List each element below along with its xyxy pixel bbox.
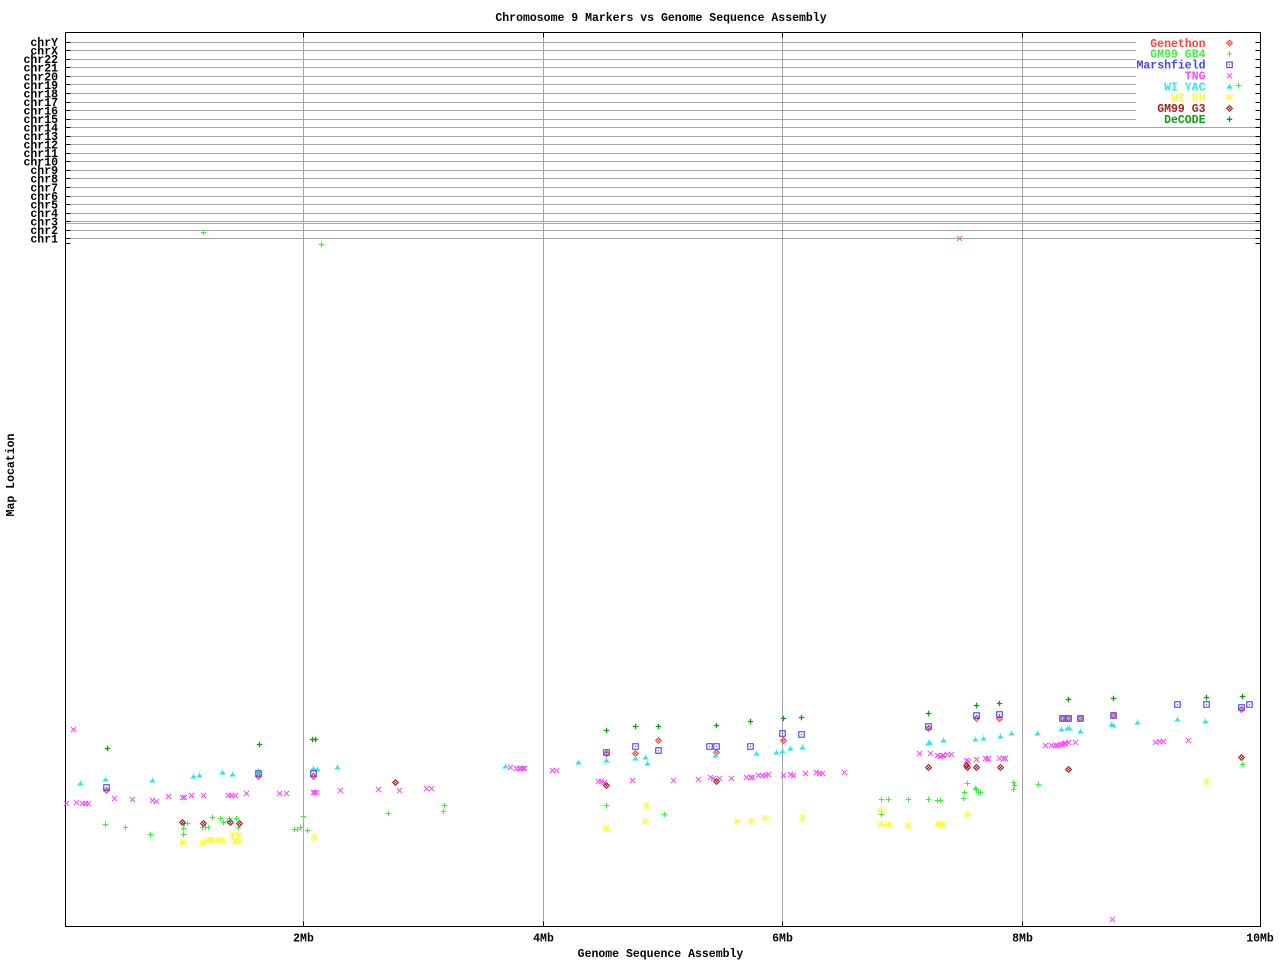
svg-text:6Mb: 6Mb (772, 933, 793, 946)
svg-text:chr12: chr12 (23, 140, 58, 153)
svg-text:Genethon: Genethon (1150, 38, 1205, 51)
svg-text:Map Location: Map Location (5, 434, 18, 517)
svg-text:chr14: chr14 (23, 123, 58, 136)
svg-text:chr13: chr13 (23, 131, 58, 144)
svg-text:chr2: chr2 (30, 225, 58, 238)
svg-text:chr4: chr4 (30, 208, 58, 221)
svg-text:Chromosome 9 Markers vs Genome: Chromosome 9 Markers vs Genome Sequence … (495, 12, 826, 25)
svg-text:Genome Sequence Assembly: Genome Sequence Assembly (578, 948, 744, 960)
svg-text:chr10: chr10 (23, 157, 58, 170)
svg-text:chr16: chr16 (23, 105, 58, 118)
svg-text:chr8: chr8 (30, 174, 58, 187)
svg-text:chr22: chr22 (23, 54, 58, 67)
svg-text:chr11: chr11 (23, 148, 58, 161)
svg-text:chr6: chr6 (30, 191, 58, 204)
svg-text:chr17: chr17 (23, 97, 58, 110)
svg-text:GM99 GB4: GM99 GB4 (1150, 49, 1205, 62)
svg-text:chr5: chr5 (30, 199, 58, 212)
svg-text:TNG: TNG (1185, 71, 1206, 84)
svg-text:Marshfield: Marshfield (1136, 60, 1205, 73)
svg-text:chr1: chr1 (30, 234, 58, 247)
svg-text:2Mb: 2Mb (293, 933, 314, 946)
svg-text:chr9: chr9 (30, 165, 58, 178)
svg-text:chr21: chr21 (23, 63, 58, 76)
svg-text:4Mb: 4Mb (533, 933, 554, 946)
svg-text:DeCODE: DeCODE (1164, 114, 1206, 127)
svg-text:chr3: chr3 (30, 216, 58, 229)
svg-text:WI YAC: WI YAC (1164, 81, 1206, 94)
svg-text:chrY: chrY (30, 37, 58, 50)
svg-text:chr20: chr20 (23, 71, 58, 84)
svg-text:chr7: chr7 (30, 182, 58, 195)
svg-text:chrX: chrX (30, 46, 58, 59)
svg-text:WI RH: WI RH (1171, 92, 1206, 105)
svg-text:10Mb: 10Mb (1246, 933, 1274, 946)
svg-text:chr18: chr18 (23, 88, 58, 101)
svg-text:GM99 G3: GM99 G3 (1157, 103, 1205, 116)
svg-text:chr15: chr15 (23, 114, 58, 127)
svg-text:chr19: chr19 (23, 80, 58, 93)
svg-text:8Mb: 8Mb (1012, 933, 1033, 946)
